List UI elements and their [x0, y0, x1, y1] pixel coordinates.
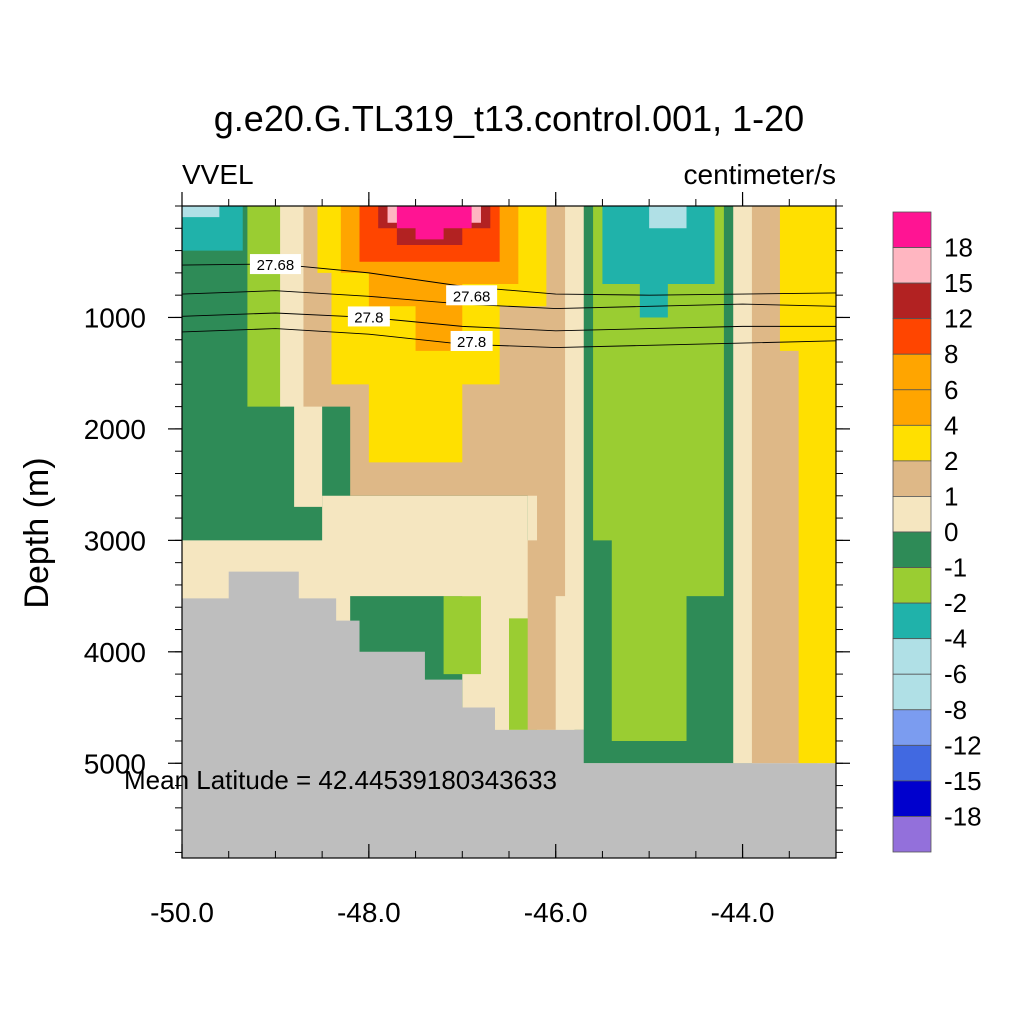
contour-line-2 — [181, 312, 836, 332]
contour-label-3: 27.8 — [457, 334, 486, 351]
legend-swatch-6 — [892, 424, 932, 462]
legend-label-7: 1 — [944, 481, 958, 511]
legend-label-1: 15 — [944, 268, 973, 298]
y-tick-label-3: 4000 — [84, 637, 146, 668]
region-11 — [182, 206, 220, 218]
region-5 — [247, 317, 285, 407]
legend-label-4: 6 — [944, 375, 958, 405]
region-19 — [527, 540, 556, 730]
legend-swatch-3 — [892, 318, 932, 355]
legend-swatch-15 — [892, 744, 932, 782]
legend-label-2: 12 — [944, 304, 973, 334]
region-26 — [396, 206, 472, 240]
units-label: centimeter/s — [684, 159, 837, 190]
legend-swatch-9 — [892, 531, 932, 568]
x-tick-label-3: -44.0 — [711, 897, 775, 928]
x-tick-label-1: -48.0 — [337, 897, 401, 928]
legend-label-11: -4 — [944, 624, 967, 654]
legend-label-15: -15 — [944, 766, 982, 796]
axis-ticks: -50.0 -48.0 -46.0 -44.0 1000 2000 3000 4000 5000 — [84, 192, 850, 928]
legend-label-14: -12 — [944, 730, 982, 760]
legend-swatch-4 — [892, 353, 932, 391]
legend-swatch-8 — [892, 496, 932, 533]
legend-swatch-13 — [892, 673, 932, 711]
plot-area — [182, 206, 836, 858]
legend-label-16: -18 — [944, 801, 982, 831]
x-tick-label-0: -50.0 — [150, 897, 214, 928]
x-tick-label-2: -46.0 — [524, 897, 588, 928]
contour-line-3 — [181, 328, 837, 348]
contour-label-bg-2 — [347, 306, 390, 327]
contour-line-1 — [181, 290, 837, 309]
legend-swatch-7 — [892, 460, 932, 497]
legend-swatch-17 — [892, 816, 932, 853]
legend-label-12: -6 — [944, 659, 967, 689]
y-tick-label-1: 2000 — [84, 414, 146, 445]
legend-swatch-10 — [892, 567, 932, 604]
legend-label-9: -1 — [944, 553, 967, 583]
legend-label-3: 8 — [944, 339, 958, 369]
contour-label-1: 27.68 — [453, 288, 491, 305]
legend-label-8: 0 — [944, 517, 958, 547]
region-6 — [593, 206, 724, 741]
legend-swatch-0 — [892, 211, 932, 248]
chart-title: g.e20.G.TL319_t13.control.001, 1-20 — [214, 98, 804, 139]
y-tick-label-4: 5000 — [84, 748, 146, 779]
seafloor-mask — [182, 571, 836, 858]
variable-label: VVEL — [182, 159, 254, 190]
legend-swatch-11 — [892, 602, 932, 640]
legend-swatch-16 — [892, 780, 932, 817]
legend-swatch-2 — [892, 282, 932, 320]
y-axis-label: Depth (m) — [18, 457, 56, 608]
contour-labels: 27.68 27.68 27.8 27.8 — [249, 254, 498, 351]
legend-swatch-12 — [892, 638, 932, 675]
legend-swatch-5 — [892, 389, 932, 426]
region-10 — [602, 206, 715, 318]
legend-label-5: 4 — [944, 410, 958, 440]
legend-label-0: 18 — [944, 233, 973, 263]
y-tick-label-2: 3000 — [84, 525, 146, 556]
contour-label-bg-3 — [450, 330, 493, 351]
contour-label-0: 27.68 — [257, 257, 295, 274]
legend-label-10: -2 — [944, 588, 967, 618]
region-16 — [322, 495, 528, 597]
color-legend: 18 15 12 8 6 4 2 1 0 -1 -2 -4 -6 -8 -12 -15 -18 — [892, 211, 982, 853]
contour-label-bg-0 — [249, 254, 301, 275]
density-contours — [181, 263, 837, 348]
mean-latitude-annotation: Mean Latitude = 42.44539180343633 — [124, 765, 557, 795]
region-7 — [443, 596, 481, 675]
legend-swatch-14 — [892, 709, 932, 746]
region-12 — [649, 206, 687, 229]
y-tick-label-0: 1000 — [84, 302, 146, 333]
legend-label-13: -8 — [944, 695, 967, 725]
legend-label-6: 2 — [944, 446, 958, 476]
region-21 — [779, 206, 836, 764]
contour-label-2: 27.8 — [354, 309, 383, 326]
contour-label-bg-1 — [446, 285, 498, 306]
legend-swatch-1 — [892, 247, 932, 284]
